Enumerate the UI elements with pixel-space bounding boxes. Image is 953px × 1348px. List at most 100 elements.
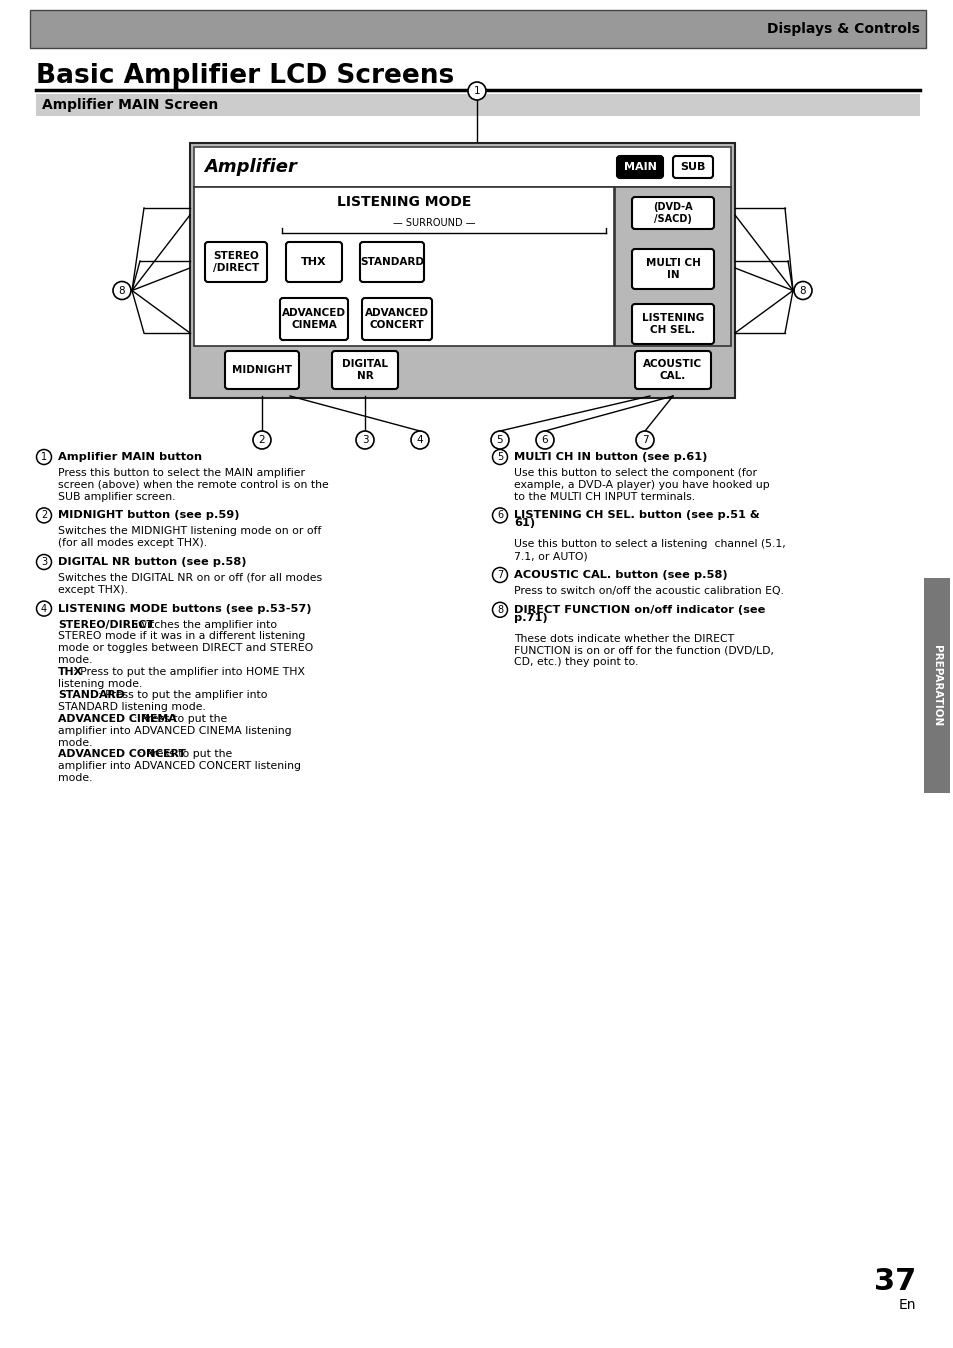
Text: : Press to put the amplifier into: : Press to put the amplifier into [98,690,268,701]
Text: Use this button to select a listening  channel (5.1,: Use this button to select a listening ch… [514,539,785,550]
Text: LISTENING CH SEL. button (see p.51 &: LISTENING CH SEL. button (see p.51 & [514,511,759,520]
Text: to the MULTI CH INPUT terminals.: to the MULTI CH INPUT terminals. [514,492,695,501]
Text: : Press to put the: : Press to put the [133,714,227,724]
Text: 7: 7 [641,435,648,445]
Text: SUB: SUB [679,162,705,173]
FancyBboxPatch shape [286,243,341,282]
Text: SUB amplifier screen.: SUB amplifier screen. [58,492,175,501]
Text: mode.: mode. [58,655,92,665]
Text: 6: 6 [541,435,548,445]
Bar [30,9,925,49]
Circle shape [36,508,51,523]
Circle shape [492,508,507,523]
Text: 8: 8 [118,286,125,295]
Text: ADVANCED
CINEMA: ADVANCED CINEMA [282,307,346,330]
Bar [193,348,730,396]
Text: : Press to put the amplifier into HOME THX: : Press to put the amplifier into HOME T… [73,667,305,677]
Circle shape [491,431,509,449]
Circle shape [355,431,374,449]
FancyBboxPatch shape [361,298,432,340]
Text: amplifier into ADVANCED CONCERT listening: amplifier into ADVANCED CONCERT listenin… [58,762,301,771]
Circle shape [411,431,429,449]
Text: 1: 1 [41,452,47,462]
Text: STANDARD: STANDARD [58,690,125,701]
Circle shape [36,449,51,465]
Bar [36,94,919,116]
Text: THX: THX [301,257,327,267]
Text: — SURROUND —: — SURROUND — [393,218,475,228]
Text: MIDNIGHT button (see p.59): MIDNIGHT button (see p.59) [58,511,239,520]
Text: Amplifier MAIN Screen: Amplifier MAIN Screen [42,98,218,112]
Text: LISTENING MODE buttons (see p.53-57): LISTENING MODE buttons (see p.53-57) [58,604,312,613]
FancyBboxPatch shape [205,243,267,282]
Text: 4: 4 [416,435,423,445]
Text: 5: 5 [497,435,503,445]
FancyBboxPatch shape [280,298,348,340]
Circle shape [536,431,554,449]
Text: DIGITAL
NR: DIGITAL NR [341,359,388,381]
FancyBboxPatch shape [635,350,710,390]
Text: PREPARATION: PREPARATION [931,644,941,727]
Text: (DVD-A
/SACD): (DVD-A /SACD) [653,202,692,224]
Text: 2: 2 [41,511,47,520]
Text: Basic Amplifier LCD Screens: Basic Amplifier LCD Screens [36,63,454,89]
Text: ACOUSTIC
CAL.: ACOUSTIC CAL. [642,359,701,381]
Text: STEREO mode if it was in a different listening: STEREO mode if it was in a different lis… [58,631,305,642]
Text: CD, etc.) they point to.: CD, etc.) they point to. [514,658,638,667]
Text: 7: 7 [497,570,502,580]
Circle shape [112,282,131,299]
Text: 37: 37 [873,1267,915,1295]
Text: Press to switch on/off the acoustic calibration EQ.: Press to switch on/off the acoustic cali… [514,586,783,596]
Text: Use this button to select the component (for: Use this button to select the component … [514,468,757,479]
Text: mode.: mode. [58,772,92,783]
Text: except THX).: except THX). [58,585,128,594]
Text: MULTI CH
IN: MULTI CH IN [645,257,700,280]
Text: 4: 4 [41,604,47,613]
Bar [193,147,730,187]
Text: Amplifier: Amplifier [204,158,296,177]
Bar [615,187,730,346]
Circle shape [636,431,654,449]
Text: listening mode.: listening mode. [58,678,142,689]
Text: ACOUSTIC CAL. button (see p.58): ACOUSTIC CAL. button (see p.58) [514,570,727,580]
Text: 8: 8 [497,605,502,615]
FancyBboxPatch shape [617,156,662,178]
FancyBboxPatch shape [359,243,423,282]
Circle shape [253,431,271,449]
Text: STANDARD listening mode.: STANDARD listening mode. [58,702,206,712]
Text: : Press to put the: : Press to put the [138,749,232,759]
Text: mode or toggles between DIRECT and STEREO: mode or toggles between DIRECT and STERE… [58,643,313,654]
Text: FUNCTION is on or off for the function (DVD/LD,: FUNCTION is on or off for the function (… [514,646,773,655]
Text: 8: 8 [799,286,805,295]
Text: THX: THX [58,667,83,677]
Text: Press this button to select the MAIN amplifier: Press this button to select the MAIN amp… [58,468,305,479]
Circle shape [492,449,507,465]
Text: : Switches the amplifier into: : Switches the amplifier into [124,620,276,630]
Text: (for all modes except THX).: (for all modes except THX). [58,538,207,549]
Text: 6: 6 [497,511,502,520]
FancyBboxPatch shape [631,197,713,229]
Text: amplifier into ADVANCED CINEMA listening: amplifier into ADVANCED CINEMA listening [58,725,292,736]
Text: MIDNIGHT: MIDNIGHT [232,365,292,375]
Bar [193,187,614,346]
Text: ADVANCED CINEMA: ADVANCED CINEMA [58,714,176,724]
Text: ADVANCED CONCERT: ADVANCED CONCERT [58,749,186,759]
Text: En: En [898,1298,915,1312]
Text: Switches the MIDNIGHT listening mode on or off: Switches the MIDNIGHT listening mode on … [58,527,321,537]
Text: screen (above) when the remote control is on the: screen (above) when the remote control i… [58,480,329,489]
Text: DIGITAL NR button (see p.58): DIGITAL NR button (see p.58) [58,557,246,568]
Text: Switches the DIGITAL NR on or off (for all modes: Switches the DIGITAL NR on or off (for a… [58,573,322,582]
Text: 3: 3 [41,557,47,568]
Text: 3: 3 [361,435,368,445]
Text: Displays & Controls: Displays & Controls [766,22,919,36]
Text: 5: 5 [497,452,502,462]
Bar [923,578,949,793]
Circle shape [793,282,811,299]
FancyBboxPatch shape [225,350,298,390]
Text: p.71): p.71) [514,613,547,623]
Text: Amplifier MAIN button: Amplifier MAIN button [58,452,202,462]
Circle shape [36,554,51,569]
Text: STANDARD: STANDARD [359,257,423,267]
Text: 61): 61) [514,519,535,528]
Text: 2: 2 [258,435,265,445]
